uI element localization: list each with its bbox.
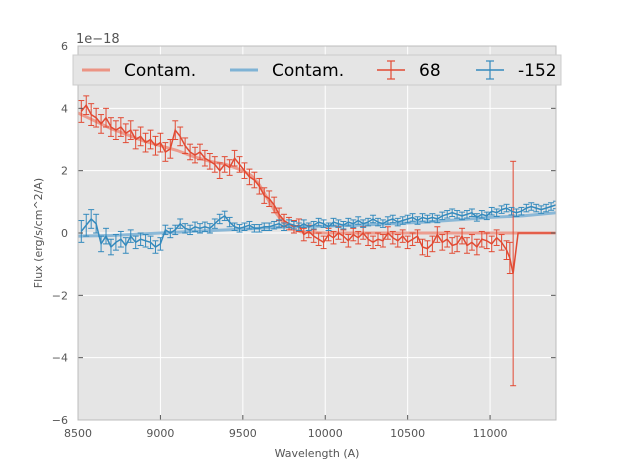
x-tick-label: 8500 <box>64 427 92 440</box>
y-tick-label: 4 <box>61 102 68 115</box>
x-tick-label: 10000 <box>308 427 343 440</box>
y-tick-label: 2 <box>61 165 68 178</box>
x-tick-label: 9500 <box>229 427 257 440</box>
legend-label: Contam. <box>272 61 344 81</box>
x-tick-label: 11000 <box>473 427 508 440</box>
legend: Contam. Contam. 68 -152 <box>72 54 562 86</box>
legend-label: 68 <box>419 61 441 81</box>
series-clip-group <box>78 95 556 387</box>
x-tick-label: 9000 <box>146 427 174 440</box>
y-tick-label: −4 <box>52 352 68 365</box>
series-layer <box>78 95 556 387</box>
x-tick-label: 10500 <box>390 427 425 440</box>
y-tick-label: 0 <box>61 227 68 240</box>
legend-label: Contam. <box>124 61 196 81</box>
legend-label: -152 <box>518 61 557 81</box>
legend-entry: -152 <box>476 60 557 81</box>
legend-entry: Contam. <box>230 61 344 81</box>
y-tick-label: −2 <box>52 289 68 302</box>
legend-entry: Contam. <box>82 61 196 81</box>
tick-layer: 8500 9000 9500 10000 10500 11000 −6 −4 −2 0 2 4 6 <box>52 40 557 440</box>
y-tick-label: −6 <box>52 414 68 427</box>
y-tick-label: 6 <box>61 40 68 53</box>
y-axis-label: Flux (erg/s/cm^2/A) <box>32 178 45 288</box>
plot-frame <box>77 45 557 421</box>
legend-entry: 68 <box>377 60 441 81</box>
x-axis-label: Wavelength (A) <box>275 447 360 460</box>
y-offset-label: 1e−18 <box>76 32 120 47</box>
